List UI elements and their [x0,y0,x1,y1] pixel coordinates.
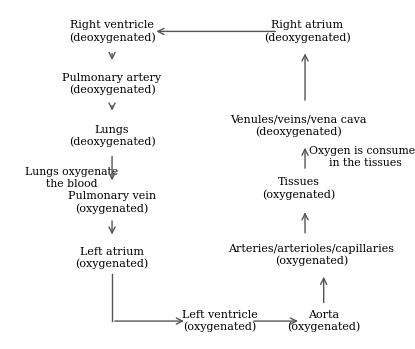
Text: Left ventricle
(oxygenated): Left ventricle (oxygenated) [182,310,258,332]
Text: Right atrium
(deoxygenated): Right atrium (deoxygenated) [264,20,351,43]
Text: Tissues
(oxygenated): Tissues (oxygenated) [262,177,335,200]
Text: Pulmonary artery
(deoxygenated): Pulmonary artery (deoxygenated) [63,73,161,95]
Text: Left atrium
(oxygenated): Left atrium (oxygenated) [76,247,149,269]
Text: Venules/veins/vena cava
(deoxygenated): Venules/veins/vena cava (deoxygenated) [231,114,367,137]
Text: Right ventricle
(deoxygenated): Right ventricle (deoxygenated) [68,20,156,43]
Text: Arteries/arterioles/capillaries
(oxygenated): Arteries/arterioles/capillaries (oxygena… [228,244,394,266]
Text: Lungs oxygenate
the blood: Lungs oxygenate the blood [25,167,118,189]
Text: Pulmonary vein
(oxygenated): Pulmonary vein (oxygenated) [68,191,156,214]
Text: Aorta
(oxygenated): Aorta (oxygenated) [287,310,360,332]
Text: Oxygen is consumed
in the tissues: Oxygen is consumed in the tissues [309,146,415,168]
Text: Lungs
(deoxygenated): Lungs (deoxygenated) [68,125,156,147]
